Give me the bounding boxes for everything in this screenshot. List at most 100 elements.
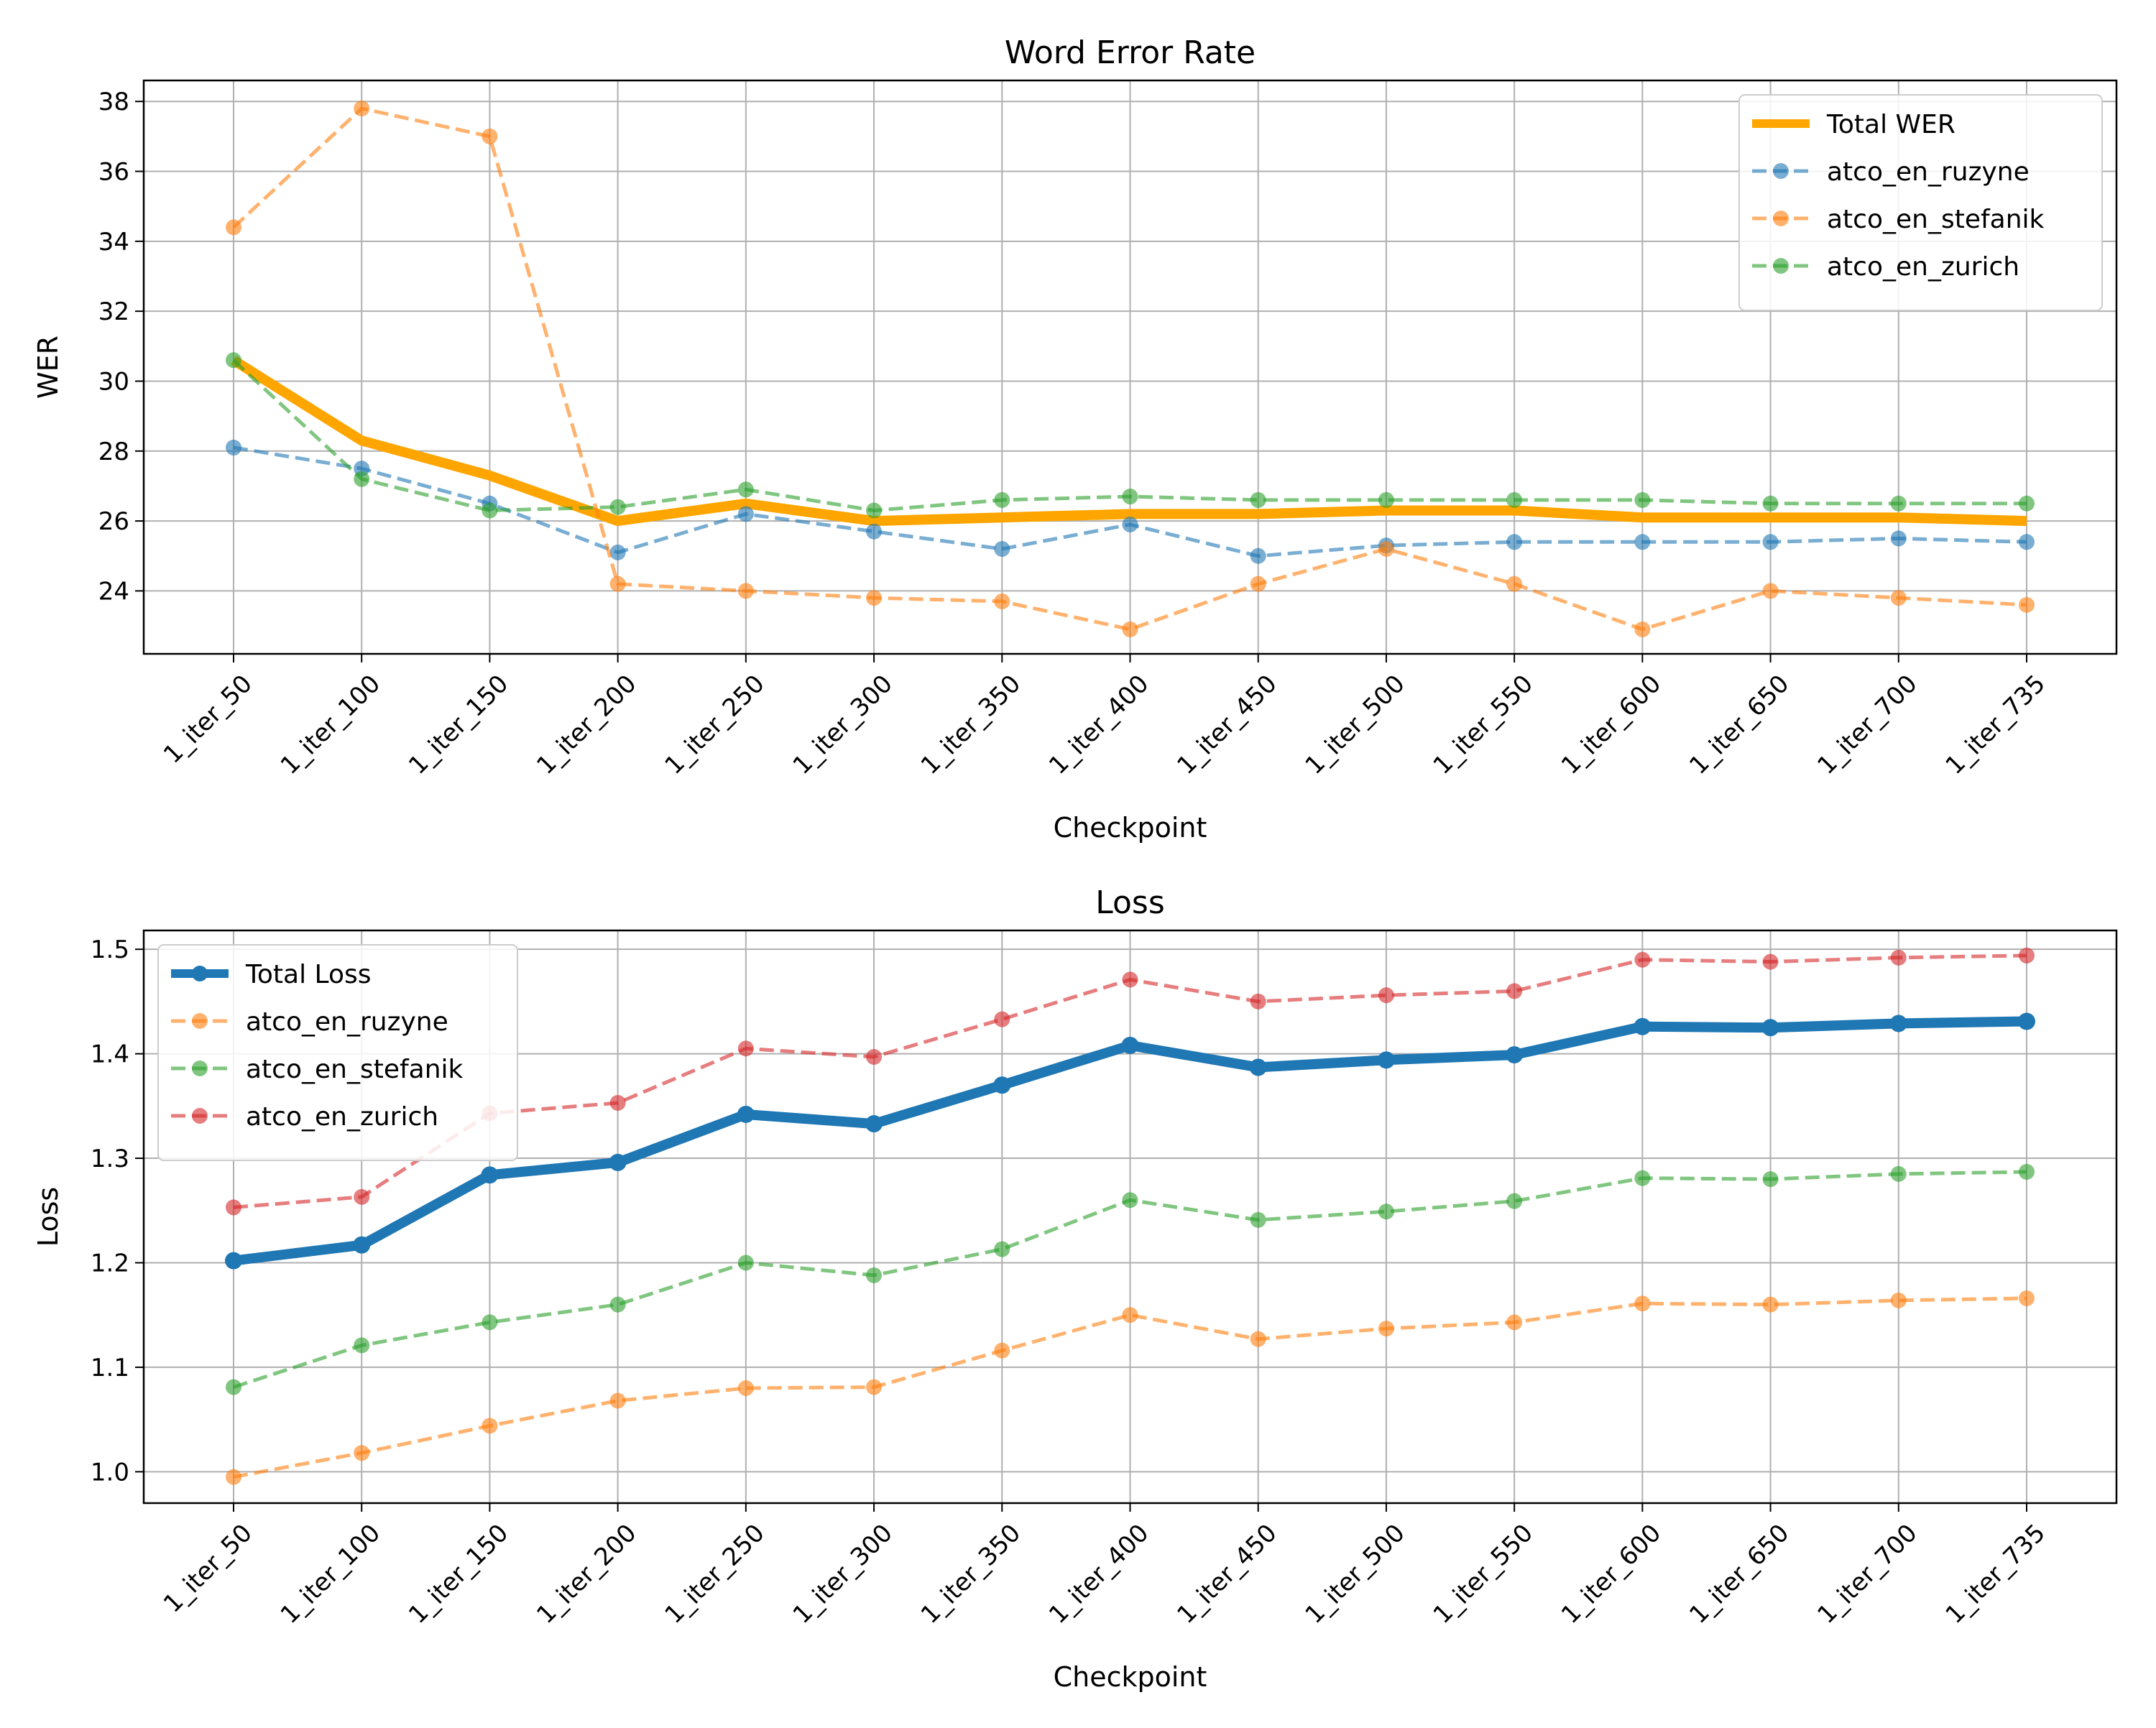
data-point bbox=[1250, 576, 1266, 592]
data-point bbox=[1634, 491, 1651, 508]
data-point bbox=[609, 544, 626, 560]
data-point bbox=[609, 1094, 626, 1111]
data-point bbox=[866, 590, 883, 606]
data-point bbox=[1890, 1292, 1907, 1308]
y-axis-label: Loss bbox=[32, 1187, 64, 1247]
data-point bbox=[1890, 590, 1907, 606]
series-atco-en-ruzyne bbox=[226, 1290, 2035, 1485]
legend: Total Loss atco_en_ruzyne atco_en_stefanik… bbox=[157, 944, 518, 1161]
legend-box bbox=[157, 944, 518, 1161]
data-point bbox=[1762, 1171, 1779, 1188]
y-tick-label: 24 bbox=[98, 577, 129, 606]
data-point bbox=[2019, 596, 2035, 613]
series-atco-en-zurich bbox=[226, 352, 2035, 519]
data-point bbox=[226, 1469, 241, 1485]
data-point bbox=[865, 1115, 883, 1133]
data-point bbox=[994, 1011, 1010, 1027]
y-tick-label: 1.3 bbox=[91, 1145, 129, 1173]
data-point bbox=[1762, 1296, 1779, 1313]
data-point bbox=[1121, 1036, 1139, 1054]
legend-marker bbox=[192, 1061, 208, 1076]
data-point bbox=[226, 439, 241, 456]
x-axis-label: Checkpoint bbox=[1054, 812, 1207, 844]
data-point bbox=[1250, 993, 1266, 1009]
data-point bbox=[2019, 1290, 2035, 1306]
data-point bbox=[1634, 1170, 1651, 1186]
data-point bbox=[1762, 953, 1779, 970]
legend-label: Total Loss bbox=[245, 960, 371, 989]
series-line bbox=[233, 1296, 2027, 1479]
legend-label: atco_en_zurich bbox=[246, 1102, 438, 1132]
axes-frame bbox=[142, 79, 2118, 655]
data-point bbox=[1506, 983, 1523, 999]
data-point bbox=[1634, 1017, 1651, 1035]
data-point bbox=[1122, 621, 1138, 637]
data-point bbox=[1890, 530, 1907, 547]
y-tick-label: 30 bbox=[98, 367, 129, 396]
data-point bbox=[993, 1076, 1011, 1094]
data-point bbox=[609, 499, 626, 515]
y-tick-label: 38 bbox=[98, 88, 129, 116]
data-point bbox=[1378, 1321, 1394, 1337]
legend-marker bbox=[1773, 211, 1789, 226]
axes-frame bbox=[142, 929, 2118, 1505]
data-point bbox=[1122, 1307, 1138, 1323]
y-tick-label: 32 bbox=[98, 297, 129, 326]
data-point bbox=[994, 1342, 1010, 1359]
data-point bbox=[1122, 516, 1138, 532]
data-point bbox=[737, 1380, 754, 1397]
data-point bbox=[1378, 987, 1394, 1004]
data-point bbox=[1634, 621, 1651, 637]
data-point bbox=[1122, 1192, 1138, 1209]
data-point bbox=[994, 491, 1010, 508]
data-point bbox=[1761, 1019, 1779, 1037]
data-point bbox=[737, 1105, 755, 1123]
data-point bbox=[226, 352, 241, 369]
data-point bbox=[994, 1241, 1010, 1257]
data-point bbox=[1250, 1331, 1266, 1347]
data-point bbox=[353, 1236, 371, 1254]
legend-label: atco_en_zurich bbox=[1827, 252, 2019, 282]
data-point bbox=[1250, 491, 1266, 508]
series-line bbox=[232, 106, 2027, 632]
data-point bbox=[1634, 951, 1651, 968]
legend-marker bbox=[1773, 258, 1789, 274]
data-point bbox=[1506, 1314, 1523, 1331]
data-point bbox=[226, 1379, 241, 1395]
data-point bbox=[609, 1296, 626, 1313]
legend-label: atco_en_stefanik bbox=[1827, 205, 2045, 234]
data-point bbox=[1890, 495, 1907, 512]
legend-box bbox=[1738, 94, 2103, 311]
data-point bbox=[737, 481, 754, 498]
data-point bbox=[1250, 547, 1266, 564]
data-point bbox=[1506, 576, 1523, 592]
legend-label: Total WER bbox=[1826, 110, 1955, 139]
legend: Total WER atco_en_ruzyne atco_en_stefanika… bbox=[1738, 94, 2103, 311]
series-total-loss bbox=[225, 1012, 2035, 1270]
chart-title: Word Error Rate bbox=[1005, 34, 1256, 71]
data-point bbox=[1122, 489, 1138, 505]
grid bbox=[144, 80, 2116, 654]
legend-marker bbox=[192, 1108, 208, 1124]
data-point bbox=[1890, 1165, 1907, 1182]
data-point bbox=[226, 1199, 241, 1216]
data-point bbox=[226, 219, 241, 236]
data-point bbox=[1890, 949, 1907, 966]
data-point bbox=[1249, 1058, 1267, 1076]
data-point bbox=[1506, 534, 1523, 550]
y-axis-label: WER bbox=[32, 336, 64, 399]
data-point bbox=[737, 1040, 754, 1057]
y-tick-label: 26 bbox=[98, 507, 129, 536]
data-point bbox=[994, 593, 1010, 610]
data-point bbox=[1122, 971, 1138, 988]
data-point bbox=[737, 583, 754, 599]
series-atco-en-stefanik bbox=[226, 1163, 2035, 1395]
data-point bbox=[354, 1188, 370, 1205]
data-point bbox=[354, 1337, 370, 1354]
data-point bbox=[866, 1048, 883, 1065]
data-point bbox=[737, 506, 754, 522]
data-point bbox=[1378, 541, 1394, 558]
legend-marker bbox=[192, 1013, 208, 1029]
data-point bbox=[866, 1267, 883, 1283]
plot-area bbox=[226, 100, 2035, 637]
